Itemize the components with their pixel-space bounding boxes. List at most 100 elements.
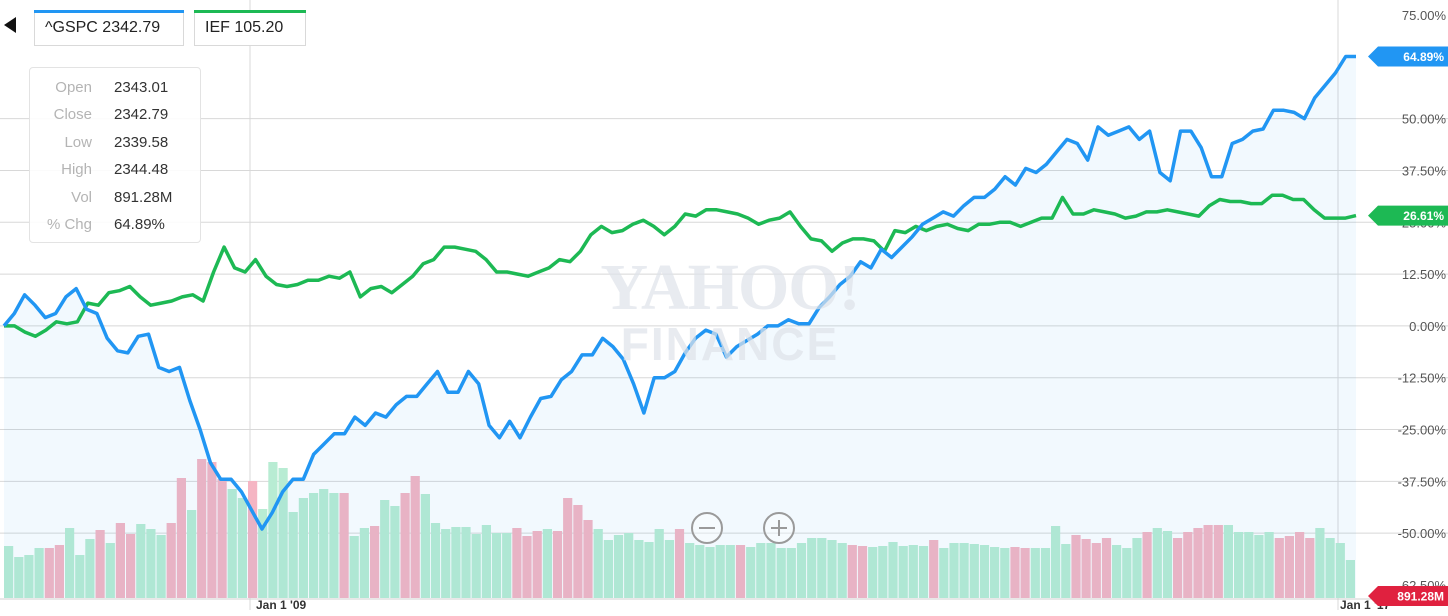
volume-bar bbox=[674, 529, 685, 598]
volume-bar bbox=[786, 548, 796, 598]
ohlc-tooltip: Open 2343.01 Close 2342.79 Low 2339.58 High… bbox=[29, 67, 201, 243]
volume-bar bbox=[319, 489, 329, 598]
volume-bar bbox=[878, 546, 888, 598]
volume-bar bbox=[85, 539, 95, 598]
volume-bar bbox=[847, 545, 857, 598]
volume-bar bbox=[1345, 560, 1355, 598]
triangle-left-icon[interactable] bbox=[4, 17, 16, 33]
ohlc-value: 2339.58 bbox=[114, 133, 169, 151]
volume-bar bbox=[735, 545, 746, 598]
x-tick-label: Jan 1 '09 bbox=[256, 598, 307, 612]
volume-bar bbox=[746, 547, 756, 598]
volume-bar bbox=[654, 529, 664, 598]
volume-bar bbox=[156, 535, 166, 598]
y-axis-labels: 75.00%50.00%37.50%25.00%12.50%0.00%-12.5… bbox=[1398, 8, 1447, 593]
zoom-in-button[interactable] bbox=[763, 512, 795, 544]
volume-bar bbox=[34, 548, 44, 598]
ohlc-row-high: High 2344.48 bbox=[30, 156, 200, 183]
volume-bar bbox=[278, 468, 288, 598]
volume-bar bbox=[471, 534, 481, 598]
volume-bar bbox=[329, 493, 339, 598]
volume-bar bbox=[207, 462, 217, 598]
volume-bar bbox=[918, 546, 929, 598]
ohlc-row-open: Open 2343.01 bbox=[30, 74, 200, 101]
volume-bar bbox=[766, 543, 776, 598]
volume-bar bbox=[532, 531, 542, 598]
volume-bars bbox=[4, 459, 1355, 598]
volume-bar bbox=[1040, 548, 1051, 598]
y-tick-label: -25.00% bbox=[1398, 423, 1447, 438]
volume-bar bbox=[1315, 528, 1325, 598]
volume-bar bbox=[1122, 548, 1132, 598]
volume-bar bbox=[268, 462, 278, 598]
volume-bar bbox=[1173, 538, 1183, 598]
volume-bar bbox=[400, 493, 410, 598]
ohlc-value: 2343.01 bbox=[114, 79, 169, 96]
volume-bar bbox=[298, 498, 308, 598]
volume-bar bbox=[990, 547, 1000, 598]
volume-bar bbox=[868, 547, 878, 598]
volume-bar bbox=[807, 538, 817, 598]
gspc-line bbox=[2, 54, 1356, 531]
y-tick-label: 50.00% bbox=[1402, 112, 1447, 127]
volume-bar bbox=[563, 498, 573, 598]
volume-bar bbox=[1081, 539, 1091, 598]
volume-bar bbox=[420, 494, 430, 598]
volume-bar bbox=[959, 543, 969, 598]
volume-bar bbox=[370, 526, 380, 598]
volume-bar bbox=[837, 543, 847, 598]
volume-bar bbox=[1101, 538, 1112, 598]
volume-bar bbox=[634, 540, 644, 598]
volume-bar bbox=[624, 533, 634, 598]
tab-gspc[interactable]: ^GSPC 2342.79 bbox=[34, 10, 184, 46]
tab-ief-label: IEF 105.20 bbox=[205, 19, 284, 36]
volume-bar bbox=[888, 542, 898, 598]
volume-bar bbox=[776, 548, 786, 598]
volume-bar bbox=[258, 509, 268, 598]
volume-bar bbox=[248, 481, 258, 598]
volume-bar bbox=[237, 498, 247, 598]
ief-end-badge-text: 26.61% bbox=[1403, 209, 1444, 223]
volume-bar bbox=[552, 531, 563, 598]
volume-bar bbox=[451, 527, 461, 598]
ief-line bbox=[4, 193, 1357, 339]
volume-bar bbox=[227, 489, 237, 598]
volume-bar bbox=[146, 529, 156, 598]
y-tick-label: 37.50% bbox=[1402, 164, 1447, 179]
gspc-end-badge-text: 64.89% bbox=[1403, 50, 1444, 64]
volume-bar bbox=[1112, 545, 1122, 598]
volume-bar bbox=[136, 524, 146, 598]
volume-bar bbox=[14, 557, 24, 598]
volume-bar bbox=[390, 506, 400, 598]
ohlc-value: 891.28M bbox=[114, 188, 173, 206]
volume-bar bbox=[75, 555, 85, 598]
volume-bar bbox=[1295, 532, 1305, 598]
volume-bar bbox=[430, 523, 441, 598]
gspc-area-fill bbox=[4, 56, 1356, 598]
end-value-badges: 64.89% 26.61% 891.28M bbox=[1368, 46, 1448, 606]
ief-end-badge-shape bbox=[1368, 205, 1448, 226]
volume-bar bbox=[1213, 525, 1223, 598]
volume-bar bbox=[593, 529, 603, 598]
volume-bar bbox=[969, 544, 979, 598]
volume-bar bbox=[979, 545, 990, 598]
volume-bar bbox=[756, 543, 766, 598]
ohlc-row-pct-chg: % Chg 64.89% bbox=[30, 211, 200, 238]
volume-bar bbox=[542, 529, 552, 598]
volume-bar bbox=[1142, 532, 1152, 598]
volume-bar bbox=[166, 523, 176, 598]
volume-bar bbox=[603, 540, 613, 598]
volume-bar bbox=[1020, 548, 1030, 598]
volume-bar bbox=[95, 530, 105, 598]
ohlc-row-close: Close 2342.79 bbox=[30, 101, 200, 128]
volume-bar bbox=[573, 505, 583, 598]
volume-bar bbox=[1132, 538, 1142, 598]
volume-bar bbox=[1061, 544, 1071, 598]
tab-ief[interactable]: IEF 105.20 bbox=[194, 10, 306, 46]
volume-bar bbox=[1264, 532, 1274, 598]
volume-bar bbox=[1030, 548, 1040, 598]
y-tick-label: 12.50% bbox=[1402, 267, 1447, 282]
volume-bar bbox=[187, 510, 197, 598]
volume-bar bbox=[705, 547, 715, 598]
zoom-out-button[interactable] bbox=[691, 512, 723, 544]
